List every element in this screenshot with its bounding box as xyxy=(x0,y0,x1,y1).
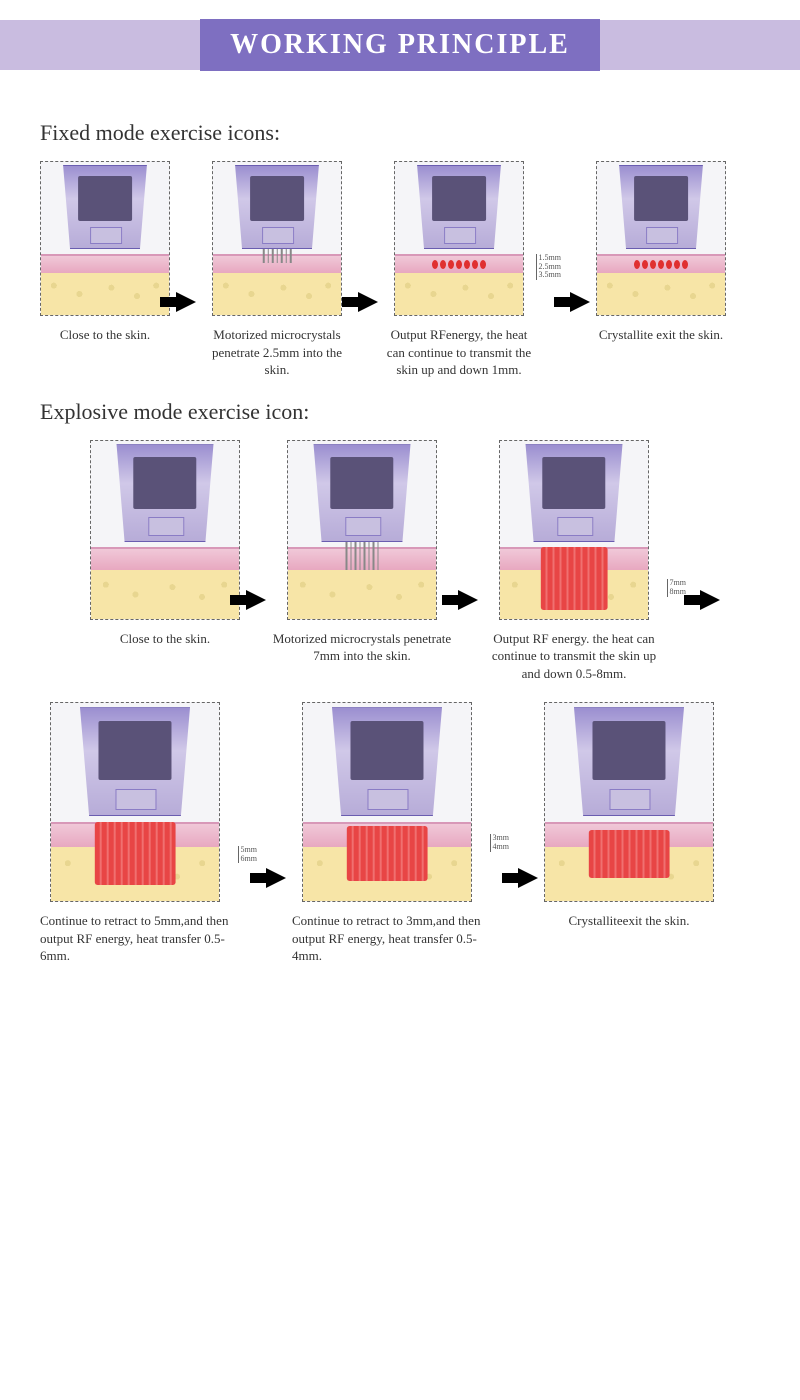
section2-row2: 5mm 6mm Continue to retract to 5mm,and t… xyxy=(40,702,760,965)
s2-step6-caption: Crystalliteexit the skin. xyxy=(569,912,690,930)
s1-step1: Close to the skin. xyxy=(40,161,170,344)
s2-step2: Motorized microcrystals penetrate 7mm in… xyxy=(272,440,452,665)
s2-step3-caption: Output RF energy. the heat can continue … xyxy=(484,630,664,683)
arrow-icon xyxy=(246,590,266,610)
content-area: Fixed mode exercise icons: Close to the … xyxy=(0,70,800,1005)
s2-step2-diagram xyxy=(287,440,437,620)
depth-label: 6mm xyxy=(238,855,257,864)
s2-step1-diagram xyxy=(90,440,240,620)
s2-step3: 7mm 8mm Output RF energy. the heat can c… xyxy=(484,440,664,683)
s1-step3-diagram: 1.5mm 2.5mm 3.5mm xyxy=(394,161,524,316)
s2-step4-diagram: 5mm 6mm xyxy=(50,702,220,902)
s2-step1: Close to the skin. xyxy=(90,440,240,648)
s2-step5-caption: Continue to retract to 3mm,and then outp… xyxy=(292,912,482,965)
arrow-icon xyxy=(700,590,720,610)
arrow-icon xyxy=(176,292,196,312)
s1-step4-diagram xyxy=(596,161,726,316)
arrow-icon xyxy=(266,868,286,888)
depth-label: 4mm xyxy=(490,843,509,852)
s1-step4-caption: Crystallite exit the skin. xyxy=(599,326,723,344)
s2-step6: Crystalliteexit the skin. xyxy=(544,702,714,930)
s1-step3: 1.5mm 2.5mm 3.5mm Output RFenergy, the h… xyxy=(384,161,534,379)
section2-title: Explosive mode exercise icon: xyxy=(40,399,760,425)
s1-step4: Crystallite exit the skin. xyxy=(596,161,726,344)
arrow-icon xyxy=(570,292,590,312)
s1-step1-diagram xyxy=(40,161,170,316)
section1-row: Close to the skin. Motorized microcrysta… xyxy=(40,161,760,379)
s2-step2-caption: Motorized microcrystals penetrate 7mm in… xyxy=(272,630,452,665)
s1-step2-caption: Motorized microcrystals penetrate 2.5mm … xyxy=(202,326,352,379)
s2-step5-diagram: 3mm 4mm xyxy=(302,702,472,902)
s2-step1-caption: Close to the skin. xyxy=(120,630,210,648)
s1-step1-caption: Close to the skin. xyxy=(60,326,150,344)
header-band: WORKING PRINCIPLE xyxy=(0,20,800,70)
arrow-icon xyxy=(358,292,378,312)
s1-step3-caption: Output RFenergy, the heat can continue t… xyxy=(384,326,534,379)
arrow-icon xyxy=(518,868,538,888)
s1-step2: Motorized microcrystals penetrate 2.5mm … xyxy=(202,161,352,379)
s2-step5: 3mm 4mm Continue to retract to 3mm,and t… xyxy=(292,702,482,965)
s1-step2-diagram xyxy=(212,161,342,316)
s2-step6-diagram xyxy=(544,702,714,902)
page-title: WORKING PRINCIPLE xyxy=(200,19,600,71)
depth-label: 3.5mm xyxy=(536,271,561,280)
section1-title: Fixed mode exercise icons: xyxy=(40,120,760,146)
s2-step3-diagram: 7mm 8mm xyxy=(499,440,649,620)
section2-row1: Close to the skin. Motorized microcrysta… xyxy=(40,440,760,683)
s2-step4: 5mm 6mm Continue to retract to 5mm,and t… xyxy=(40,702,230,965)
s2-step4-caption: Continue to retract to 5mm,and then outp… xyxy=(40,912,230,965)
arrow-icon xyxy=(458,590,478,610)
